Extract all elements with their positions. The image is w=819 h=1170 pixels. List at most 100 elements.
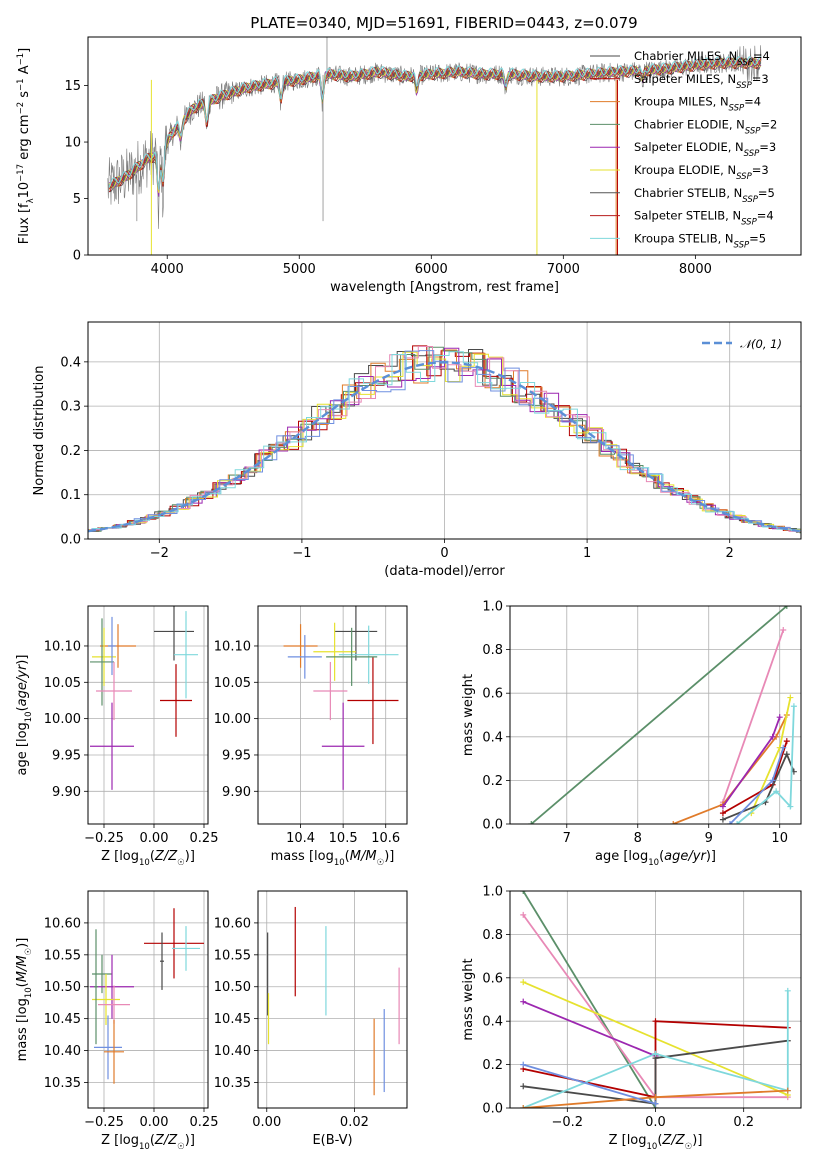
x-axis-label-part: age [log (595, 849, 648, 864)
y-tick-label: 10 (64, 136, 81, 151)
panel-age-vs-Z: −0.25 0.00 0.25 9.90 9.95 10.00 10.05 10.10 Z [l… (15, 605, 218, 868)
mass-weight-marker (769, 733, 776, 740)
axes-frame (87, 36, 802, 256)
errorbar-point (321, 702, 365, 790)
mass-weight-marker (784, 987, 791, 994)
y-axis-label-part: ] (17, 48, 32, 53)
figure-title: PLATE=0340, MJD=51691, FIBERID=0443, z=0… (250, 14, 637, 32)
mass-weight-marker (719, 816, 726, 823)
y-tick-label: 10.05 (44, 676, 81, 691)
y-axis-label: mass [log10(M/M☉)] (15, 938, 34, 1062)
errorbar-point (144, 908, 204, 979)
x-axis-label-part: 10 (139, 858, 150, 868)
legend-label-part: Salpeter STELIB, N (634, 209, 741, 223)
x-axis-label-part: age/yr (664, 849, 707, 864)
mass-weight-line (736, 706, 795, 824)
y-axis-label: mass weight (461, 674, 476, 756)
errorbar-point (90, 618, 114, 706)
legend-label-part: SSP (729, 104, 745, 114)
y-axis-label-part: )] (15, 655, 30, 665)
errorbar-point (283, 624, 318, 668)
x-tick-label: −2 (150, 546, 169, 561)
legend-label: Chabrier STELIB, NSSP=5 (634, 186, 775, 205)
y-tick-label: 10.35 (214, 1076, 251, 1091)
legend-label: Salpeter MILES, NSSP=3 (634, 72, 769, 91)
x-tick-label: 0.00 (140, 1115, 169, 1130)
x-axis-label-part: )] (384, 849, 394, 864)
plot-area (90, 606, 198, 790)
mass-weight-marker (727, 821, 734, 824)
y-tick-label: 10.10 (44, 639, 81, 654)
x-tick-label: 10 (771, 831, 788, 846)
mass-weight-line (522, 1063, 656, 1105)
errorbar-point (92, 973, 120, 1026)
errorbar-point (160, 664, 192, 737)
x-tick-label: 7 (563, 831, 571, 846)
y-tick-label: 0.2 (482, 774, 503, 789)
errorbar-point (174, 611, 198, 699)
axes-frame (257, 890, 408, 1109)
axes-frame (509, 605, 802, 825)
legend-label-part: SSP (744, 149, 760, 159)
x-axis-label-part: ( (657, 1133, 662, 1148)
plot-area (88, 345, 801, 534)
y-tick-label: 0.6 (482, 971, 503, 986)
y-tick-label: 10.55 (214, 948, 251, 963)
y-tick-label: 10.40 (214, 1044, 251, 1059)
panel-residuals: −2 −1 0 1 2 0.0 0.1 0.2 0.3 0.4 (data-model)/error… (32, 321, 802, 579)
mass-weight-marker (790, 703, 797, 710)
mass-weight-marker (520, 998, 527, 1005)
errorbar-point (104, 1019, 124, 1084)
y-tick-label: 10.10 (214, 639, 251, 654)
legend-label-part: Chabrier MILES, N (634, 49, 737, 63)
errorbar-point (92, 954, 112, 994)
residual-histogram (89, 351, 801, 530)
x-axis-label-part: )] (185, 849, 195, 864)
y-axis-label-part: Flux [f (17, 203, 32, 244)
plot-area (107, 37, 762, 255)
legend-label-part: Salpeter ELODIE, N (634, 140, 744, 154)
x-axis-label-part: ☉ (177, 1142, 185, 1152)
x-axis-label: wavelength [Angstrom, rest frame] (330, 280, 559, 295)
y-axis-label: Normed distribution (32, 366, 47, 496)
x-tick-label: 6000 (415, 262, 448, 277)
y-tick-label: 0.3 (60, 400, 81, 415)
x-tick-label: 1 (583, 546, 591, 561)
errorbar-point (338, 625, 399, 684)
x-axis-label: age [log10(age/yr)] (595, 849, 716, 868)
legend-label: Kroupa ELODIE, NSSP=3 (634, 163, 769, 182)
y-tick-label: 9.95 (52, 748, 81, 763)
legend-label-part: Kroupa ELODIE, N (634, 163, 736, 177)
legend-label-part: SSP (741, 218, 757, 228)
mass-weight-marker (670, 821, 677, 824)
y-axis-label-part: age/yr (15, 663, 30, 706)
x-tick-label: 10.6 (371, 831, 400, 846)
axes-frame (87, 890, 209, 1109)
normal-reference-curve (88, 361, 801, 533)
y-axis-label-part: ( (15, 706, 30, 711)
y-axis-label-part: ☉ (24, 948, 34, 956)
errorbar-point (160, 932, 164, 990)
mass-weight-line (722, 716, 781, 808)
y-axis-label-part: −1 (16, 78, 26, 91)
x-tick-label: 8 (634, 831, 642, 846)
y-tick-label: 5 (73, 192, 81, 207)
errorbar-point (172, 926, 200, 971)
residual-histogram (91, 350, 801, 531)
mass-weight-marker (780, 744, 787, 751)
x-axis-label-part: ☉ (377, 858, 385, 868)
legend-label-part: =3 (752, 72, 769, 86)
x-axis-label: Z [log10(Z/Z☉)] (609, 1133, 703, 1152)
y-tick-label: 0.0 (482, 1102, 503, 1117)
legend-label-part: =2 (760, 117, 777, 131)
x-axis-label-part: ( (150, 1133, 155, 1148)
x-tick-label: −1 (292, 546, 311, 561)
x-tick-label: 0.25 (190, 1115, 219, 1130)
errorbar-point (154, 606, 194, 661)
x-axis-label: Z [log10(Z/Z☉)] (101, 849, 195, 868)
x-axis-label: (data-model)/error (384, 564, 505, 579)
y-tick-label: 0.8 (482, 643, 503, 658)
y-axis-label: age [log10(age/yr)] (15, 655, 34, 776)
